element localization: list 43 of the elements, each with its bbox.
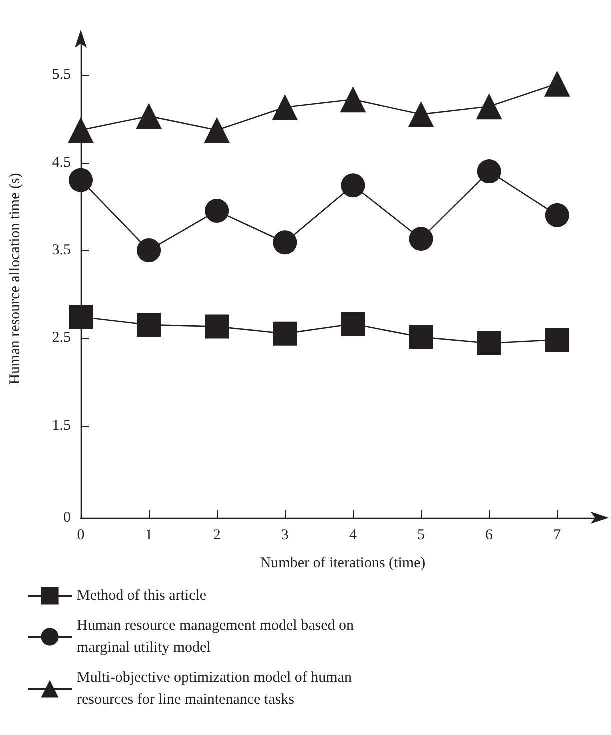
point	[408, 102, 434, 128]
point	[476, 94, 502, 120]
point	[69, 305, 93, 330]
y-tick-label: 3.5	[52, 242, 71, 258]
legend-label: Method of this article	[77, 588, 207, 604]
point	[137, 238, 162, 262]
x-tick-label: 1	[145, 528, 153, 544]
x-tick-label: 7	[554, 528, 562, 544]
point	[544, 70, 570, 97]
y-axis-title: Human resource allocation time (s)	[8, 173, 24, 385]
point	[205, 314, 230, 339]
x-tick-label: 4	[349, 528, 358, 544]
point	[204, 117, 230, 144]
point	[409, 325, 434, 350]
point	[205, 199, 230, 224]
point	[545, 328, 570, 352]
point	[273, 322, 298, 346]
point	[136, 103, 162, 130]
x-tick-label: 3	[281, 528, 289, 544]
x-tick-label: 6	[486, 528, 494, 544]
x-tick-label: 5	[418, 528, 426, 544]
x-tick-label: 0	[77, 528, 85, 544]
point	[341, 174, 366, 198]
x-tick-label: 2	[213, 528, 221, 544]
y-tick-label: 5.5	[52, 67, 71, 84]
y-tick-label: 2.5	[52, 330, 71, 346]
point	[341, 312, 366, 336]
point	[477, 331, 502, 356]
point	[69, 168, 93, 192]
point	[409, 227, 434, 252]
x-axis-title: Number of iterations (time)	[260, 556, 426, 572]
point	[340, 86, 366, 113]
y-tick-label: 0	[64, 510, 71, 526]
legend-label: Multi-objective optimization model of human resources for line maintenance tasks	[77, 670, 356, 708]
point	[137, 313, 162, 338]
y-tick-label: 4.5	[52, 154, 71, 171]
point	[477, 160, 502, 184]
point	[272, 94, 298, 121]
y-tick-label: 1.5	[52, 418, 71, 434]
point	[545, 203, 570, 228]
legend-label: Human resource management model based on marginal utility model	[77, 618, 358, 656]
point	[273, 230, 298, 255]
point	[68, 117, 94, 144]
